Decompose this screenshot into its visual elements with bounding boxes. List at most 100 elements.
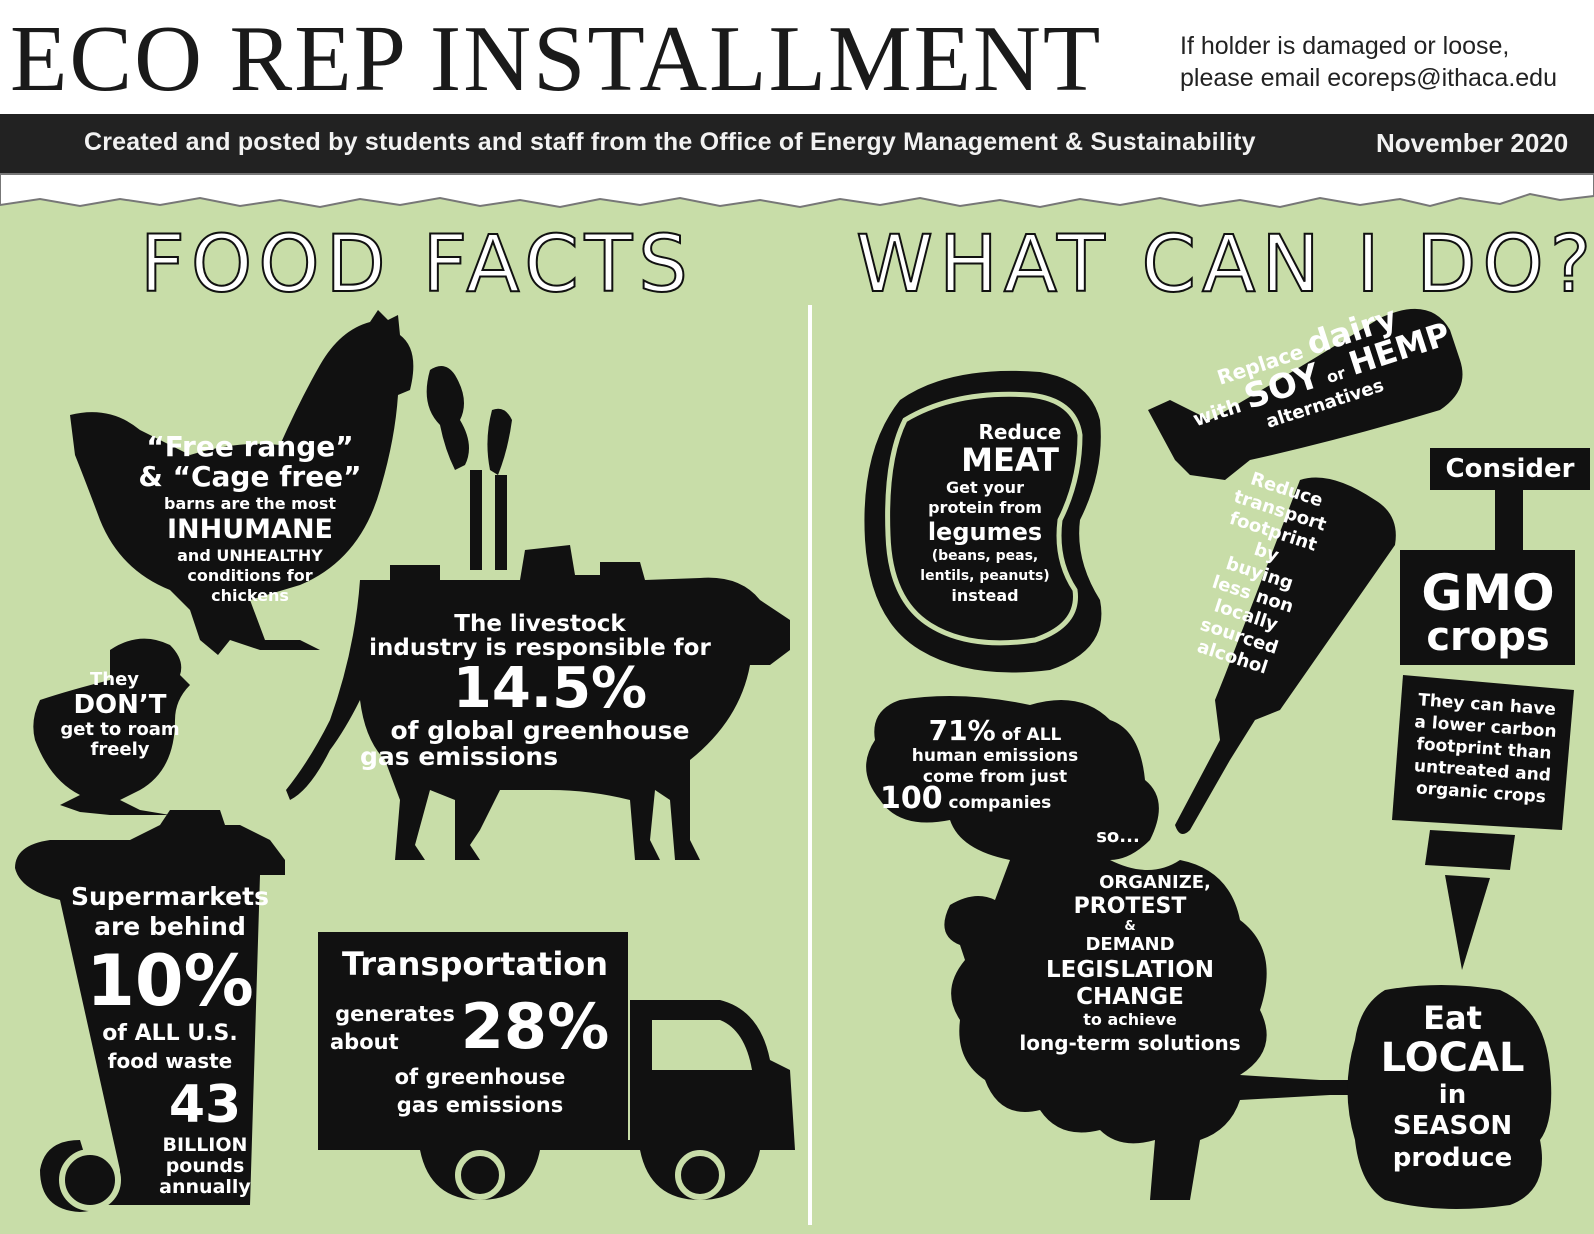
contact-line-1: If holder is damaged or loose, bbox=[1180, 32, 1510, 60]
gmo-text: GMO crops bbox=[1402, 564, 1574, 660]
tree-line-11: long-term solutions bbox=[1019, 1031, 1241, 1055]
steak-line-7: lentils, peanuts) bbox=[920, 568, 1050, 584]
smoke-icon bbox=[426, 366, 469, 470]
truck-line-2: about bbox=[330, 1030, 399, 1054]
chicken-line-4: INHUMANE bbox=[167, 514, 333, 545]
food-facts-heading: FOOD FACTS bbox=[139, 219, 694, 311]
cow-line-2: industry is responsible for bbox=[369, 635, 711, 661]
syringe-hub-icon bbox=[1425, 830, 1515, 870]
syringe-needle-icon bbox=[1445, 875, 1490, 970]
cow-line-1: The livestock bbox=[454, 611, 626, 637]
trash-line-5: BILLION bbox=[162, 1134, 248, 1156]
tree-line-8: LEGISLATION bbox=[1045, 957, 1215, 983]
contact-line-2: please email ecoreps@ithaca.edu bbox=[1180, 64, 1557, 92]
gmo-line-2: crops bbox=[1426, 614, 1550, 660]
trash-text: Supermarkets are behind 10% of ALL U.S. … bbox=[55, 882, 285, 1074]
milk-word-or: or bbox=[1324, 363, 1348, 388]
chicken-line-1: “Free range” bbox=[146, 430, 354, 463]
tree-line-4: ORGANIZE, bbox=[1099, 872, 1211, 893]
chick-icon bbox=[33, 638, 191, 815]
trash-line-4: food waste bbox=[107, 1049, 233, 1073]
syringe-label: Consider bbox=[1445, 454, 1575, 484]
chick-line-4: freely bbox=[90, 739, 150, 760]
produce-line-1: Eat bbox=[1423, 999, 1482, 1037]
trash-can-icon bbox=[15, 810, 285, 1212]
syringe-plunger-icon bbox=[1495, 490, 1523, 550]
chick-line-1: They bbox=[90, 669, 140, 690]
produce-line-3: in bbox=[1438, 1080, 1467, 1110]
steak-line-2: MEAT bbox=[961, 441, 1059, 479]
cow-text: The livestock industry is responsible fo… bbox=[350, 612, 730, 770]
tree-stat-2-row: 100 companies bbox=[880, 784, 1110, 814]
chick-line-3: get to roam bbox=[60, 719, 180, 740]
syringe-body-icon bbox=[1392, 675, 1574, 830]
chimney-icon bbox=[495, 475, 507, 570]
chicken-line-7: chickens bbox=[211, 586, 289, 605]
chimney-icon bbox=[470, 470, 482, 570]
produce-blob-icon bbox=[1347, 985, 1552, 1209]
chicken-subtext: barns are the most INHUMANE and UNHEALTH… bbox=[110, 494, 390, 606]
trash-line-7: annually bbox=[159, 1176, 251, 1198]
chicken-line-3: barns are the most bbox=[163, 494, 337, 513]
tree-stat-suffix: of ALL bbox=[1001, 725, 1062, 745]
steak-icon bbox=[864, 370, 1102, 673]
trash-line-1: Supermarkets bbox=[71, 882, 269, 911]
truck-title: Transportation bbox=[341, 945, 609, 983]
truck-wheel-icon bbox=[675, 1150, 725, 1200]
steak-fat-outline bbox=[885, 391, 1083, 646]
tree-line-6: & bbox=[1124, 919, 1136, 934]
steak-line-5: legumes bbox=[927, 518, 1043, 546]
tree-line-9: CHANGE bbox=[1076, 984, 1184, 1010]
tree-stat: 71% bbox=[928, 714, 996, 747]
contact-note: If holder is damaged or loose, please em… bbox=[1180, 30, 1580, 94]
truck-line-4: gas emissions bbox=[396, 1093, 564, 1117]
truck-text: generates about bbox=[330, 1000, 460, 1056]
steak-line-3: Get your bbox=[946, 478, 1024, 497]
tree-line-1: human emissions bbox=[911, 746, 1079, 766]
truck-icon bbox=[318, 932, 628, 1140]
trash-stat-2: 43 bbox=[168, 1075, 242, 1135]
chicken-text: “Free range” & “Cage free” bbox=[100, 432, 400, 492]
tree-icon bbox=[866, 696, 1390, 1200]
tree-text-top: 71% of ALL human emissions come from jus… bbox=[880, 717, 1110, 814]
tree-text-bottom: ORGANIZE, PROTEST & DEMAND LEGISLATION C… bbox=[995, 872, 1265, 1056]
trash-line-6: pounds bbox=[165, 1155, 245, 1177]
milk-bottle-icon bbox=[1148, 308, 1463, 480]
tree-line-5: PROTEST bbox=[1073, 894, 1187, 919]
steak-line-8: instead bbox=[951, 586, 1019, 605]
truck-stat: 28% bbox=[460, 990, 610, 1063]
trash-subtext: 43 BILLION pounds annually bbox=[140, 1075, 270, 1198]
steak-line-1: Reduce bbox=[978, 420, 1062, 444]
issue-date: November 2020 bbox=[1376, 128, 1569, 158]
cow-line-4: gas emissions bbox=[360, 742, 559, 771]
steak-text: Reduce MEAT Get your protein from legume… bbox=[885, 422, 1085, 606]
truck-window-icon bbox=[652, 1020, 752, 1070]
cow-stat: 14.5% bbox=[452, 656, 648, 721]
tree-line-10: to achieve bbox=[1083, 1010, 1177, 1029]
cow-line-3: of global greenhouse bbox=[390, 716, 690, 745]
smoke-icon bbox=[487, 408, 512, 475]
produce-text: Eat LOCAL in SEASON produce bbox=[1360, 1000, 1545, 1174]
hen-icon bbox=[70, 310, 414, 655]
chick-text: They DON’T get to roam freely bbox=[20, 670, 220, 760]
gmo-subtext: They can have a lower carbon footprint t… bbox=[1394, 688, 1573, 810]
gmo-line-1: GMO bbox=[1421, 564, 1555, 622]
credit-banner bbox=[0, 114, 1594, 174]
chicken-line-2: & “Cage free” bbox=[138, 460, 362, 493]
cow-icon bbox=[286, 545, 790, 860]
tree-stat-row: 71% of ALL bbox=[880, 717, 1110, 746]
what-can-i-do-heading: WHAT CAN I DO? bbox=[855, 219, 1594, 311]
truck-line-3: of greenhouse bbox=[394, 1065, 566, 1089]
trash-stat: 10% bbox=[86, 940, 254, 1022]
syringe-barrel-icon bbox=[1400, 550, 1575, 665]
torn-edge-decoration bbox=[0, 173, 1594, 209]
syringe-label-icon bbox=[1430, 448, 1590, 490]
tree-line-2: come from just bbox=[922, 767, 1068, 787]
steak-line-4: protein from bbox=[928, 498, 1042, 517]
trash-line-3: of ALL U.S. bbox=[102, 1021, 238, 1046]
steak-line-6: (beans, peas, bbox=[931, 548, 1039, 564]
chicken-line-6: conditions for bbox=[187, 566, 313, 585]
truck-line-1: generates bbox=[335, 1002, 455, 1026]
chicken-line-5: and UNHEALTHY bbox=[177, 546, 323, 565]
